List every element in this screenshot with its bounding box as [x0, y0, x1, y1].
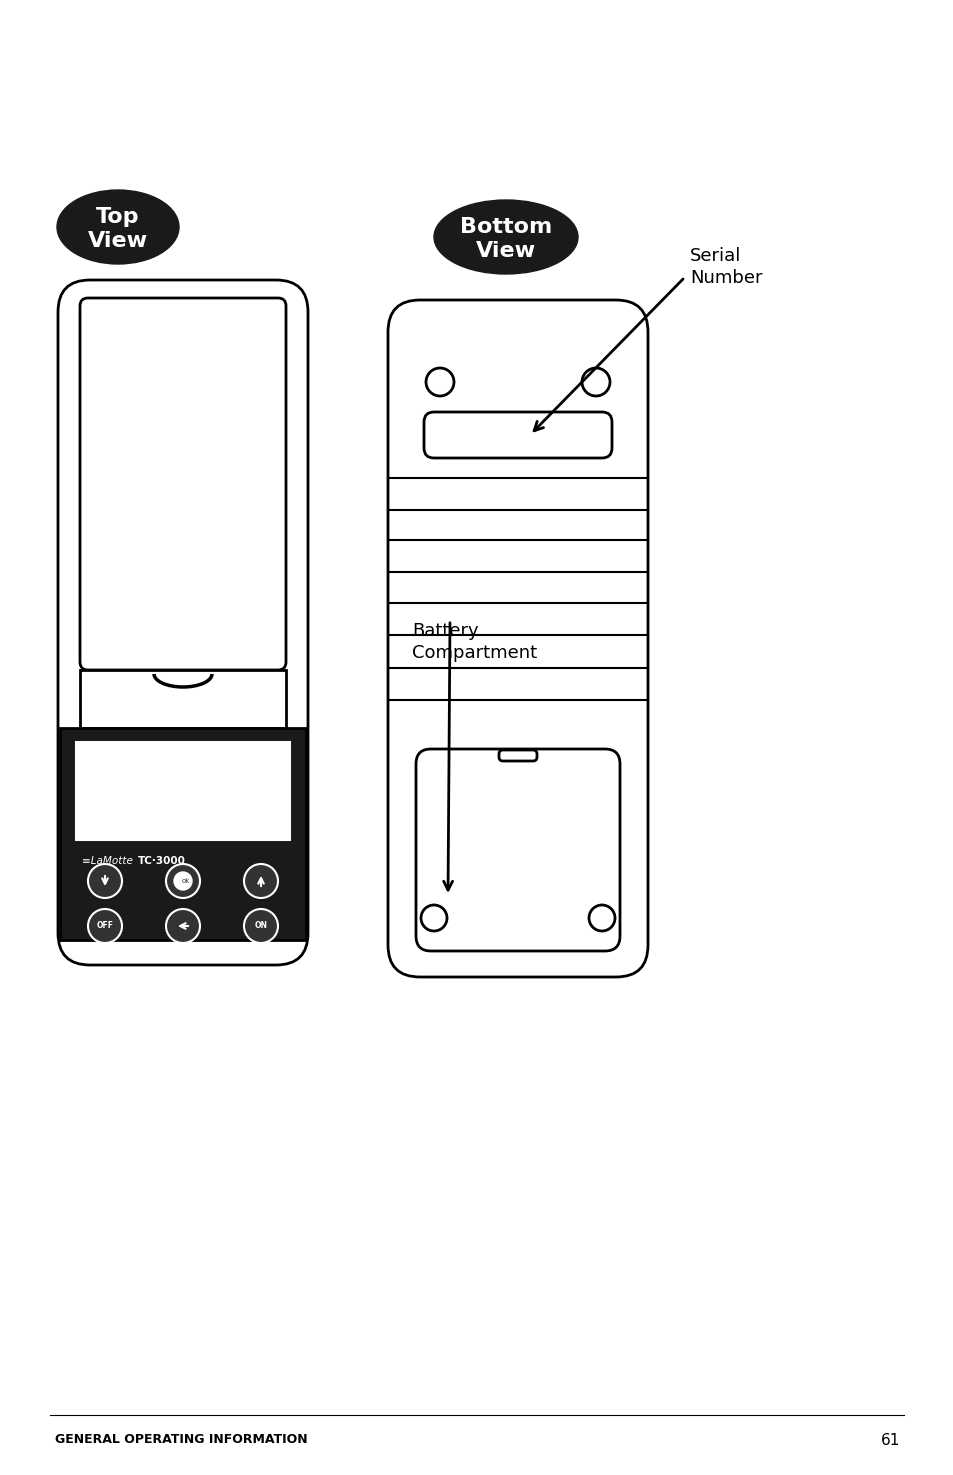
Text: TC·3000: TC·3000 [138, 855, 186, 866]
Text: Serial: Serial [689, 246, 740, 266]
FancyBboxPatch shape [80, 298, 286, 670]
Circle shape [244, 909, 277, 943]
Ellipse shape [57, 190, 179, 264]
Text: ok: ok [182, 878, 190, 884]
Text: Bottom: Bottom [459, 217, 552, 237]
Text: View: View [476, 240, 536, 261]
FancyBboxPatch shape [423, 412, 612, 459]
Circle shape [166, 909, 200, 943]
Circle shape [166, 864, 200, 898]
Text: Number: Number [689, 268, 761, 288]
Text: OFF: OFF [96, 922, 113, 931]
Circle shape [173, 872, 192, 889]
Bar [80, 670, 286, 729]
Bar [76, 742, 290, 839]
Circle shape [426, 367, 454, 395]
FancyBboxPatch shape [58, 280, 308, 965]
FancyBboxPatch shape [498, 749, 537, 761]
Text: View: View [88, 232, 148, 251]
Text: Compartment: Compartment [412, 645, 537, 662]
Text: 61: 61 [880, 1434, 899, 1448]
Circle shape [244, 864, 277, 898]
Circle shape [420, 906, 447, 931]
Text: ≡LaMotte: ≡LaMotte [82, 855, 139, 866]
Ellipse shape [434, 201, 578, 274]
Text: Top: Top [96, 207, 139, 227]
FancyBboxPatch shape [416, 749, 619, 951]
Text: Battery: Battery [412, 622, 478, 640]
Text: ON: ON [254, 922, 267, 931]
Circle shape [88, 864, 122, 898]
Circle shape [88, 909, 122, 943]
Text: GENERAL OPERATING INFORMATION: GENERAL OPERATING INFORMATION [55, 1434, 307, 1446]
Circle shape [588, 906, 615, 931]
FancyBboxPatch shape [388, 299, 647, 976]
Circle shape [581, 367, 609, 395]
Bar [60, 729, 306, 940]
